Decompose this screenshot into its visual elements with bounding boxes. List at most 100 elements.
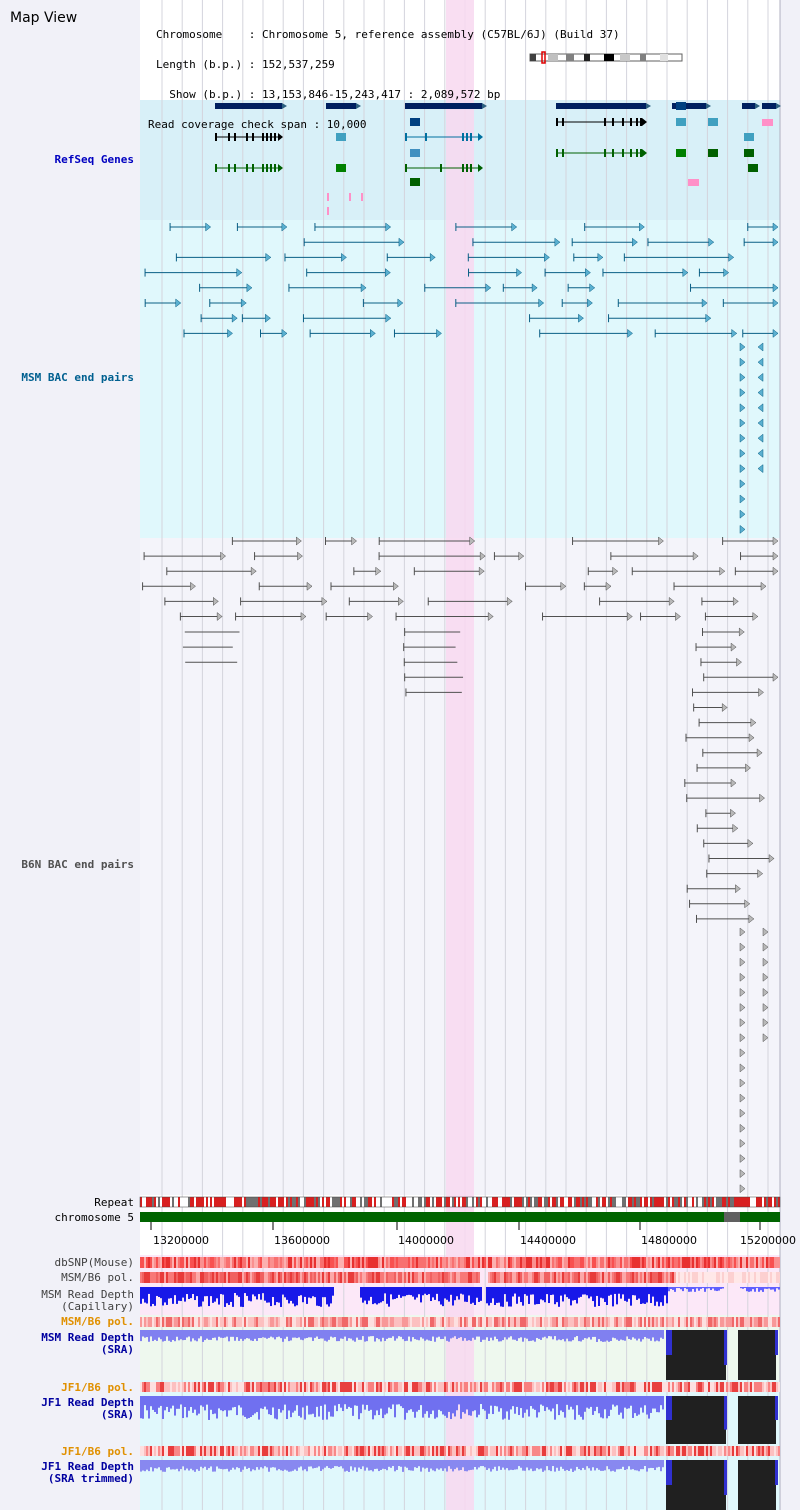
bac-end (246, 283, 253, 293)
polymorphism-cell (734, 1272, 736, 1283)
polymorphism-cell (578, 1257, 580, 1268)
read-depth-bar (266, 1460, 268, 1468)
track-label-msm-depth-capillary[interactable]: MSM Read Depth (41, 1288, 134, 1301)
polymorphism-cell (646, 1317, 648, 1327)
track-label-msm-bac[interactable]: MSM BAC end pairs (21, 371, 134, 384)
track-label-msm-depth-sra[interactable]: MSM Read Depth (41, 1331, 134, 1344)
polymorphism-cell (706, 1257, 708, 1268)
polymorphism-cell (716, 1382, 718, 1392)
polymorphism-cell (364, 1382, 366, 1392)
polymorphism-cell (660, 1446, 662, 1456)
polymorphism-cell (524, 1382, 526, 1392)
polymorphism-cell (424, 1272, 426, 1283)
polymorphism-cell (570, 1317, 572, 1327)
repeat-block (408, 1197, 410, 1207)
read-depth-bar (376, 1330, 378, 1339)
polymorphism-cell (178, 1317, 180, 1327)
track-label-msm-b6-pol-2[interactable]: MSM/B6 pol. (61, 1315, 134, 1328)
gene-mark (676, 149, 686, 157)
polymorphism-cell (450, 1317, 452, 1327)
polymorphism-cell (560, 1257, 562, 1268)
read-depth-bar (420, 1287, 422, 1303)
track-label-chromosome[interactable]: chromosome 5 (54, 1211, 134, 1224)
polymorphism-cell (310, 1446, 312, 1456)
polymorphism-cell (554, 1382, 556, 1392)
read-depth-bar (254, 1460, 256, 1471)
chromosome-bar (140, 1212, 780, 1222)
polymorphism-cell (544, 1317, 546, 1327)
polymorphism-cell (714, 1382, 716, 1392)
polymorphism-cell (296, 1382, 298, 1392)
polymorphism-cell (646, 1257, 648, 1268)
polymorphism-cell (418, 1317, 420, 1327)
polymorphism-cell (480, 1382, 482, 1392)
read-depth-bar (248, 1287, 250, 1301)
read-depth-bar (326, 1396, 328, 1420)
polymorphism-cell (366, 1257, 368, 1268)
read-depth-bar (596, 1460, 598, 1469)
polymorphism-cell (270, 1382, 272, 1392)
repeat-block (626, 1197, 628, 1207)
polymorphism-cell (558, 1317, 560, 1327)
polymorphism-cell (474, 1382, 476, 1392)
read-depth-bar (562, 1396, 564, 1413)
read-depth-bar (164, 1460, 166, 1472)
read-depth-bar (766, 1287, 768, 1289)
read-depth-bar (622, 1460, 624, 1467)
polymorphism-cell (180, 1446, 182, 1456)
polymorphism-cell (420, 1382, 422, 1392)
read-depth-bar (322, 1330, 324, 1339)
polymorphism-cell (302, 1272, 304, 1283)
polymorphism-cell (728, 1446, 730, 1456)
read-depth-bar (368, 1287, 370, 1301)
read-depth-bar (284, 1330, 286, 1339)
polymorphism-cell (778, 1257, 780, 1268)
read-depth-bar (510, 1330, 512, 1337)
track-label-dbsnp[interactable]: dbSNP(Mouse) (54, 1256, 134, 1269)
read-depth-bar (574, 1396, 576, 1420)
repeat-block (568, 1197, 570, 1207)
polymorphism-cell (398, 1272, 400, 1283)
polymorphism-cell (522, 1446, 524, 1456)
read-depth-bar (664, 1287, 666, 1296)
read-depth-bar (450, 1460, 452, 1469)
track-label-b6n-bac[interactable]: B6N BAC end pairs (21, 858, 134, 871)
repeat-block (292, 1197, 294, 1207)
polymorphism-cell (280, 1257, 282, 1268)
polymorphism-cell (680, 1257, 682, 1268)
read-depth-bar (398, 1460, 400, 1467)
polymorphism-cell (658, 1257, 660, 1268)
polymorphism-cell (712, 1317, 714, 1327)
read-depth-bar (332, 1287, 334, 1296)
polymorphism-cell (688, 1317, 690, 1327)
track-label-refseq[interactable]: RefSeq Genes (54, 153, 134, 166)
track-label-msm-b6-pol[interactable]: MSM/B6 pol. (61, 1271, 134, 1284)
track-label-jf1-b6-pol-2[interactable]: JF1/B6 pol. (61, 1445, 134, 1458)
polymorphism-cell (440, 1257, 442, 1268)
track-label-jf1-depth-trimmed[interactable]: JF1 Read Depth (41, 1460, 134, 1473)
bac-end (231, 313, 238, 323)
track-label-jf1-b6-pol[interactable]: JF1/B6 pol. (61, 1381, 134, 1394)
track-label-repeat[interactable]: Repeat (94, 1196, 134, 1209)
repeat-block (498, 1197, 500, 1207)
polymorphism-cell (304, 1446, 306, 1456)
read-depth-bar (188, 1287, 190, 1300)
polymorphism-cell (596, 1382, 598, 1392)
repeat-block (346, 1197, 348, 1207)
polymorphism-cell (594, 1257, 596, 1268)
read-depth-bar (600, 1396, 602, 1418)
polymorphism-cell (244, 1257, 246, 1268)
polymorphism-cell (522, 1257, 524, 1268)
polymorphism-cell (390, 1382, 392, 1392)
polymorphism-cell (508, 1446, 510, 1456)
polymorphism-cell (464, 1446, 466, 1456)
read-depth-bar (698, 1287, 700, 1291)
polymorphism-cell (444, 1272, 446, 1283)
repeat-block (574, 1197, 576, 1207)
read-depth-bar (470, 1287, 472, 1304)
read-depth-bar (252, 1287, 254, 1295)
polymorphism-cell (460, 1257, 462, 1268)
polymorphism-cell (186, 1317, 188, 1327)
track-label-jf1-depth-sra[interactable]: JF1 Read Depth (41, 1396, 134, 1409)
